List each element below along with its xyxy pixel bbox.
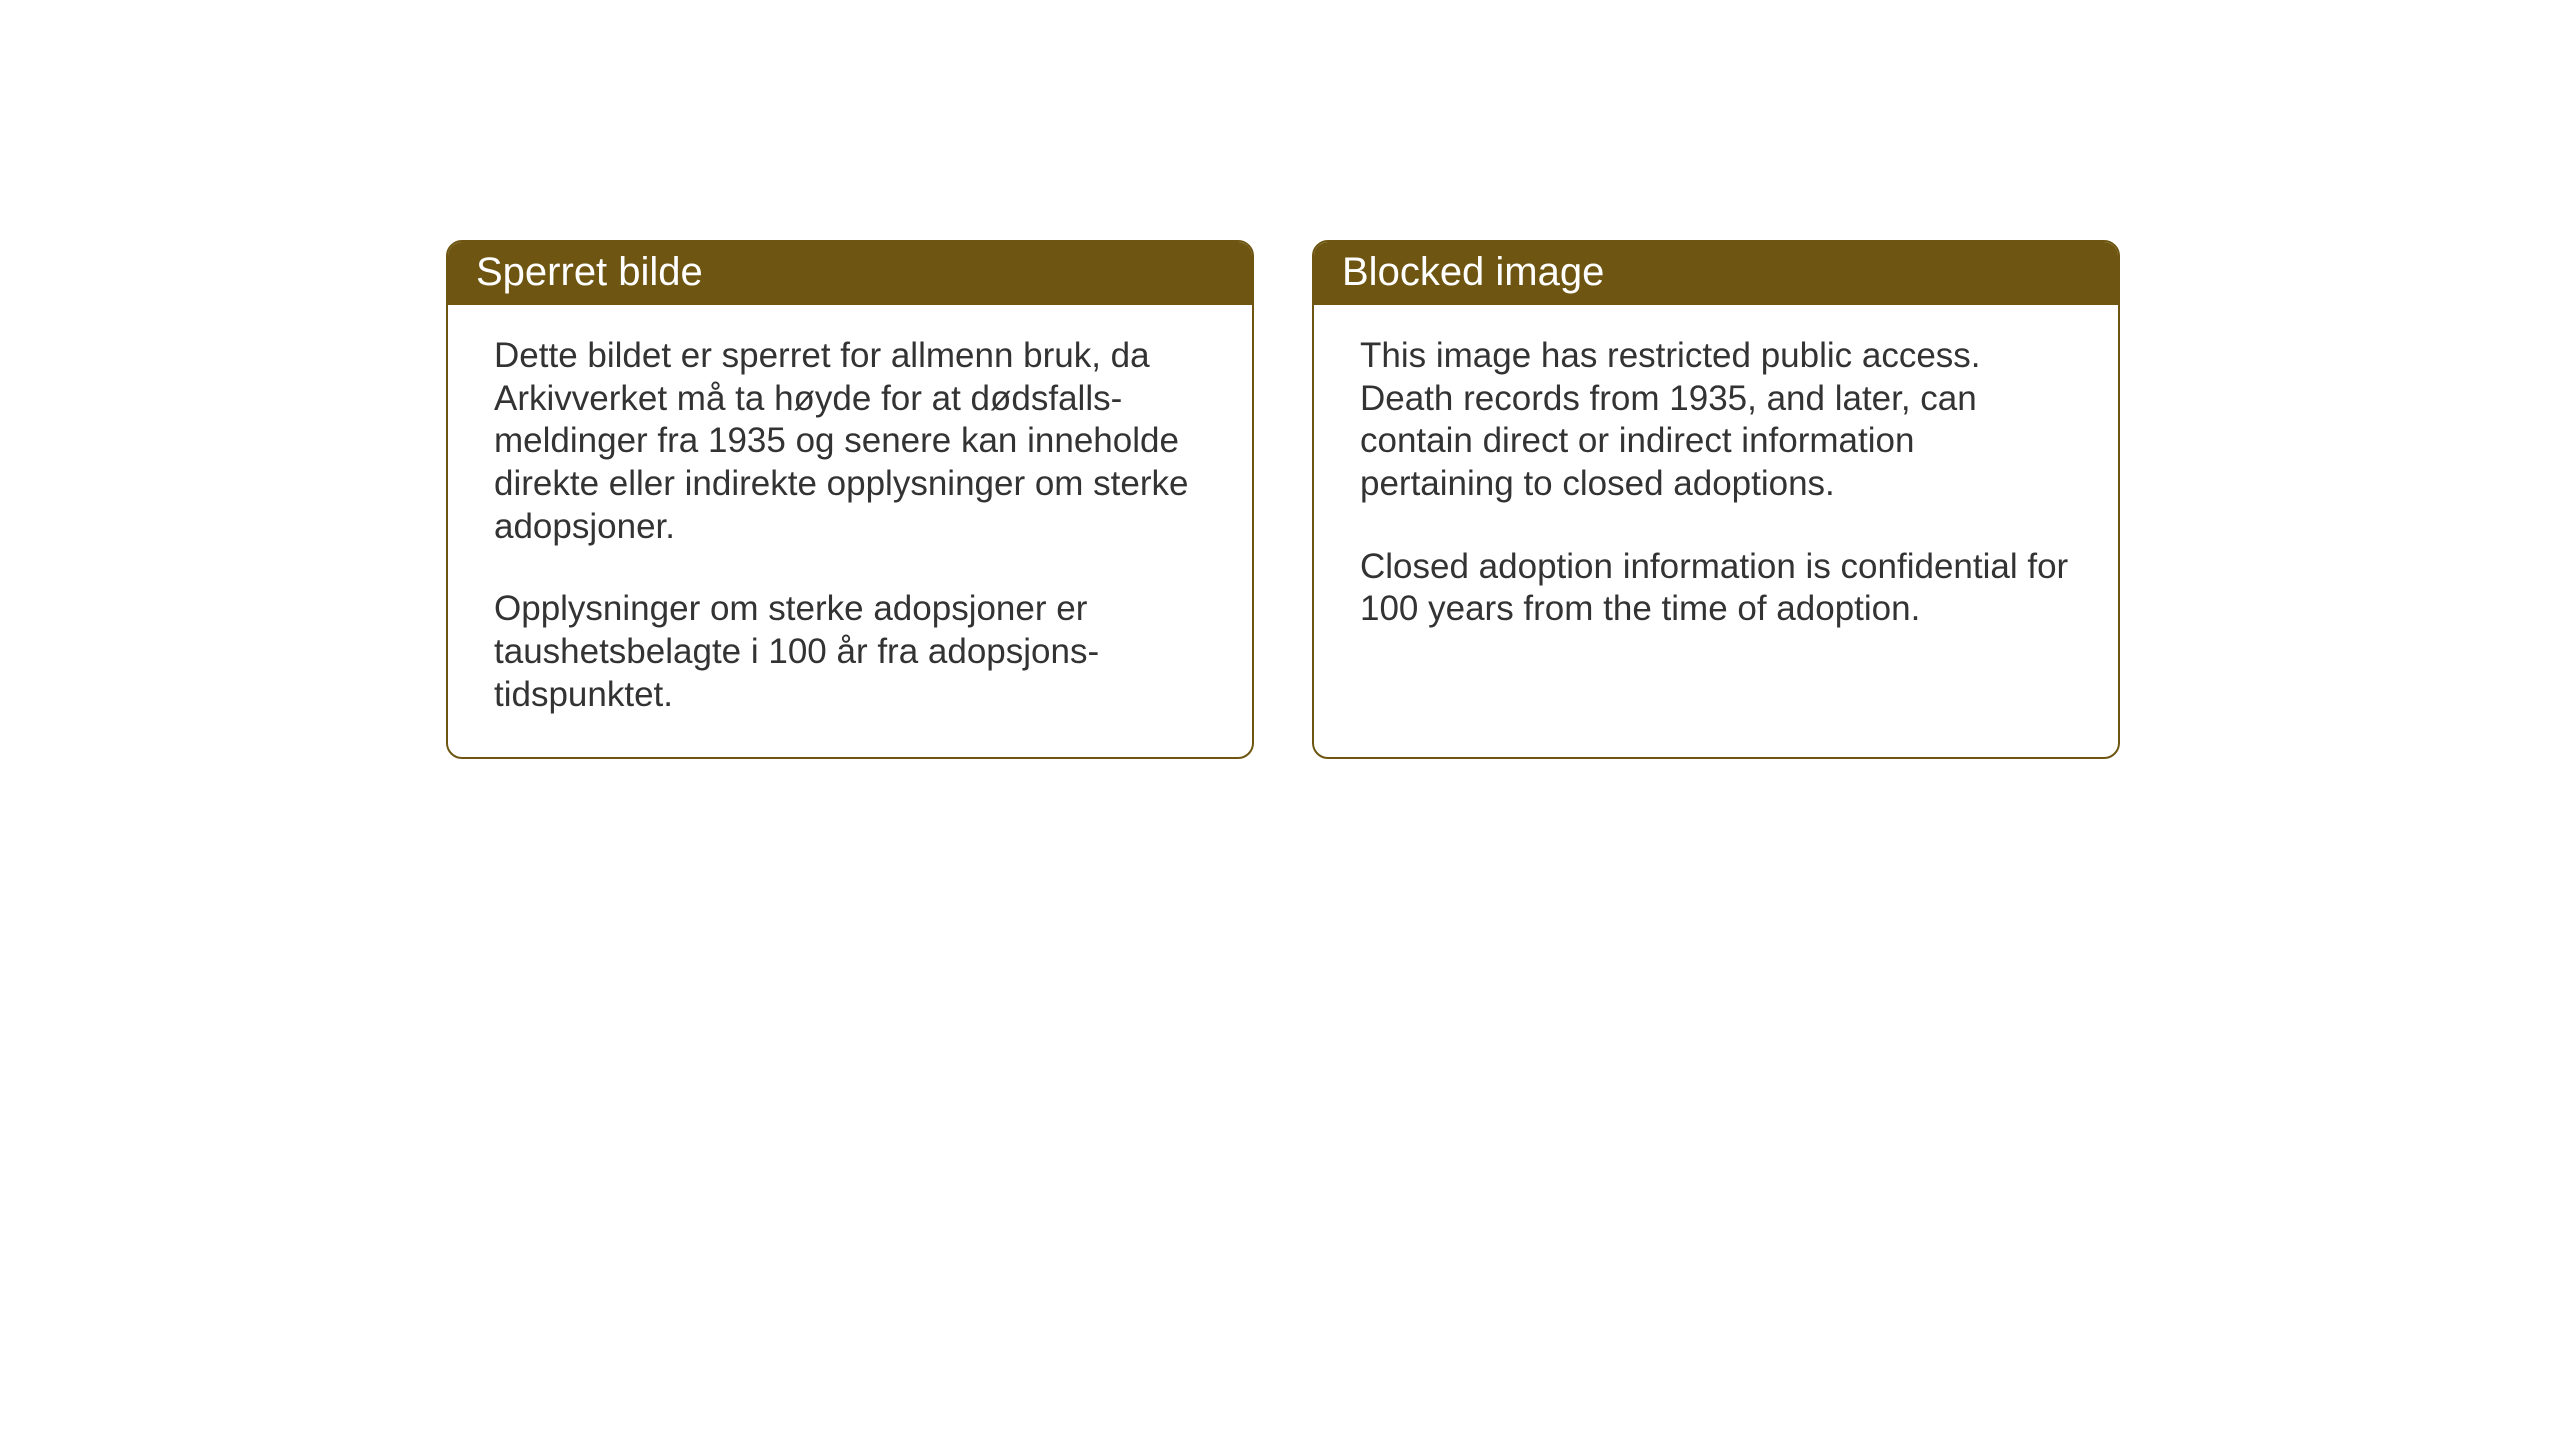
notice-card-english: Blocked image This image has restricted … bbox=[1312, 240, 2120, 759]
notice-container: Sperret bilde Dette bildet er sperret fo… bbox=[446, 240, 2120, 759]
paragraph-2-norwegian: Opplysninger om sterke adopsjoner er tau… bbox=[494, 588, 1206, 716]
card-header-english: Blocked image bbox=[1314, 242, 2118, 305]
paragraph-1-english: This image has restricted public access.… bbox=[1360, 335, 2072, 506]
card-header-norwegian: Sperret bilde bbox=[448, 242, 1252, 305]
paragraph-2-english: Closed adoption information is confident… bbox=[1360, 546, 2072, 631]
paragraph-1-norwegian: Dette bildet er sperret for allmenn bruk… bbox=[494, 335, 1206, 548]
card-title-english: Blocked image bbox=[1342, 250, 1604, 294]
notice-card-norwegian: Sperret bilde Dette bildet er sperret fo… bbox=[446, 240, 1254, 759]
card-body-norwegian: Dette bildet er sperret for allmenn bruk… bbox=[448, 305, 1252, 757]
card-title-norwegian: Sperret bilde bbox=[476, 250, 703, 294]
card-body-english: This image has restricted public access.… bbox=[1314, 305, 2118, 748]
